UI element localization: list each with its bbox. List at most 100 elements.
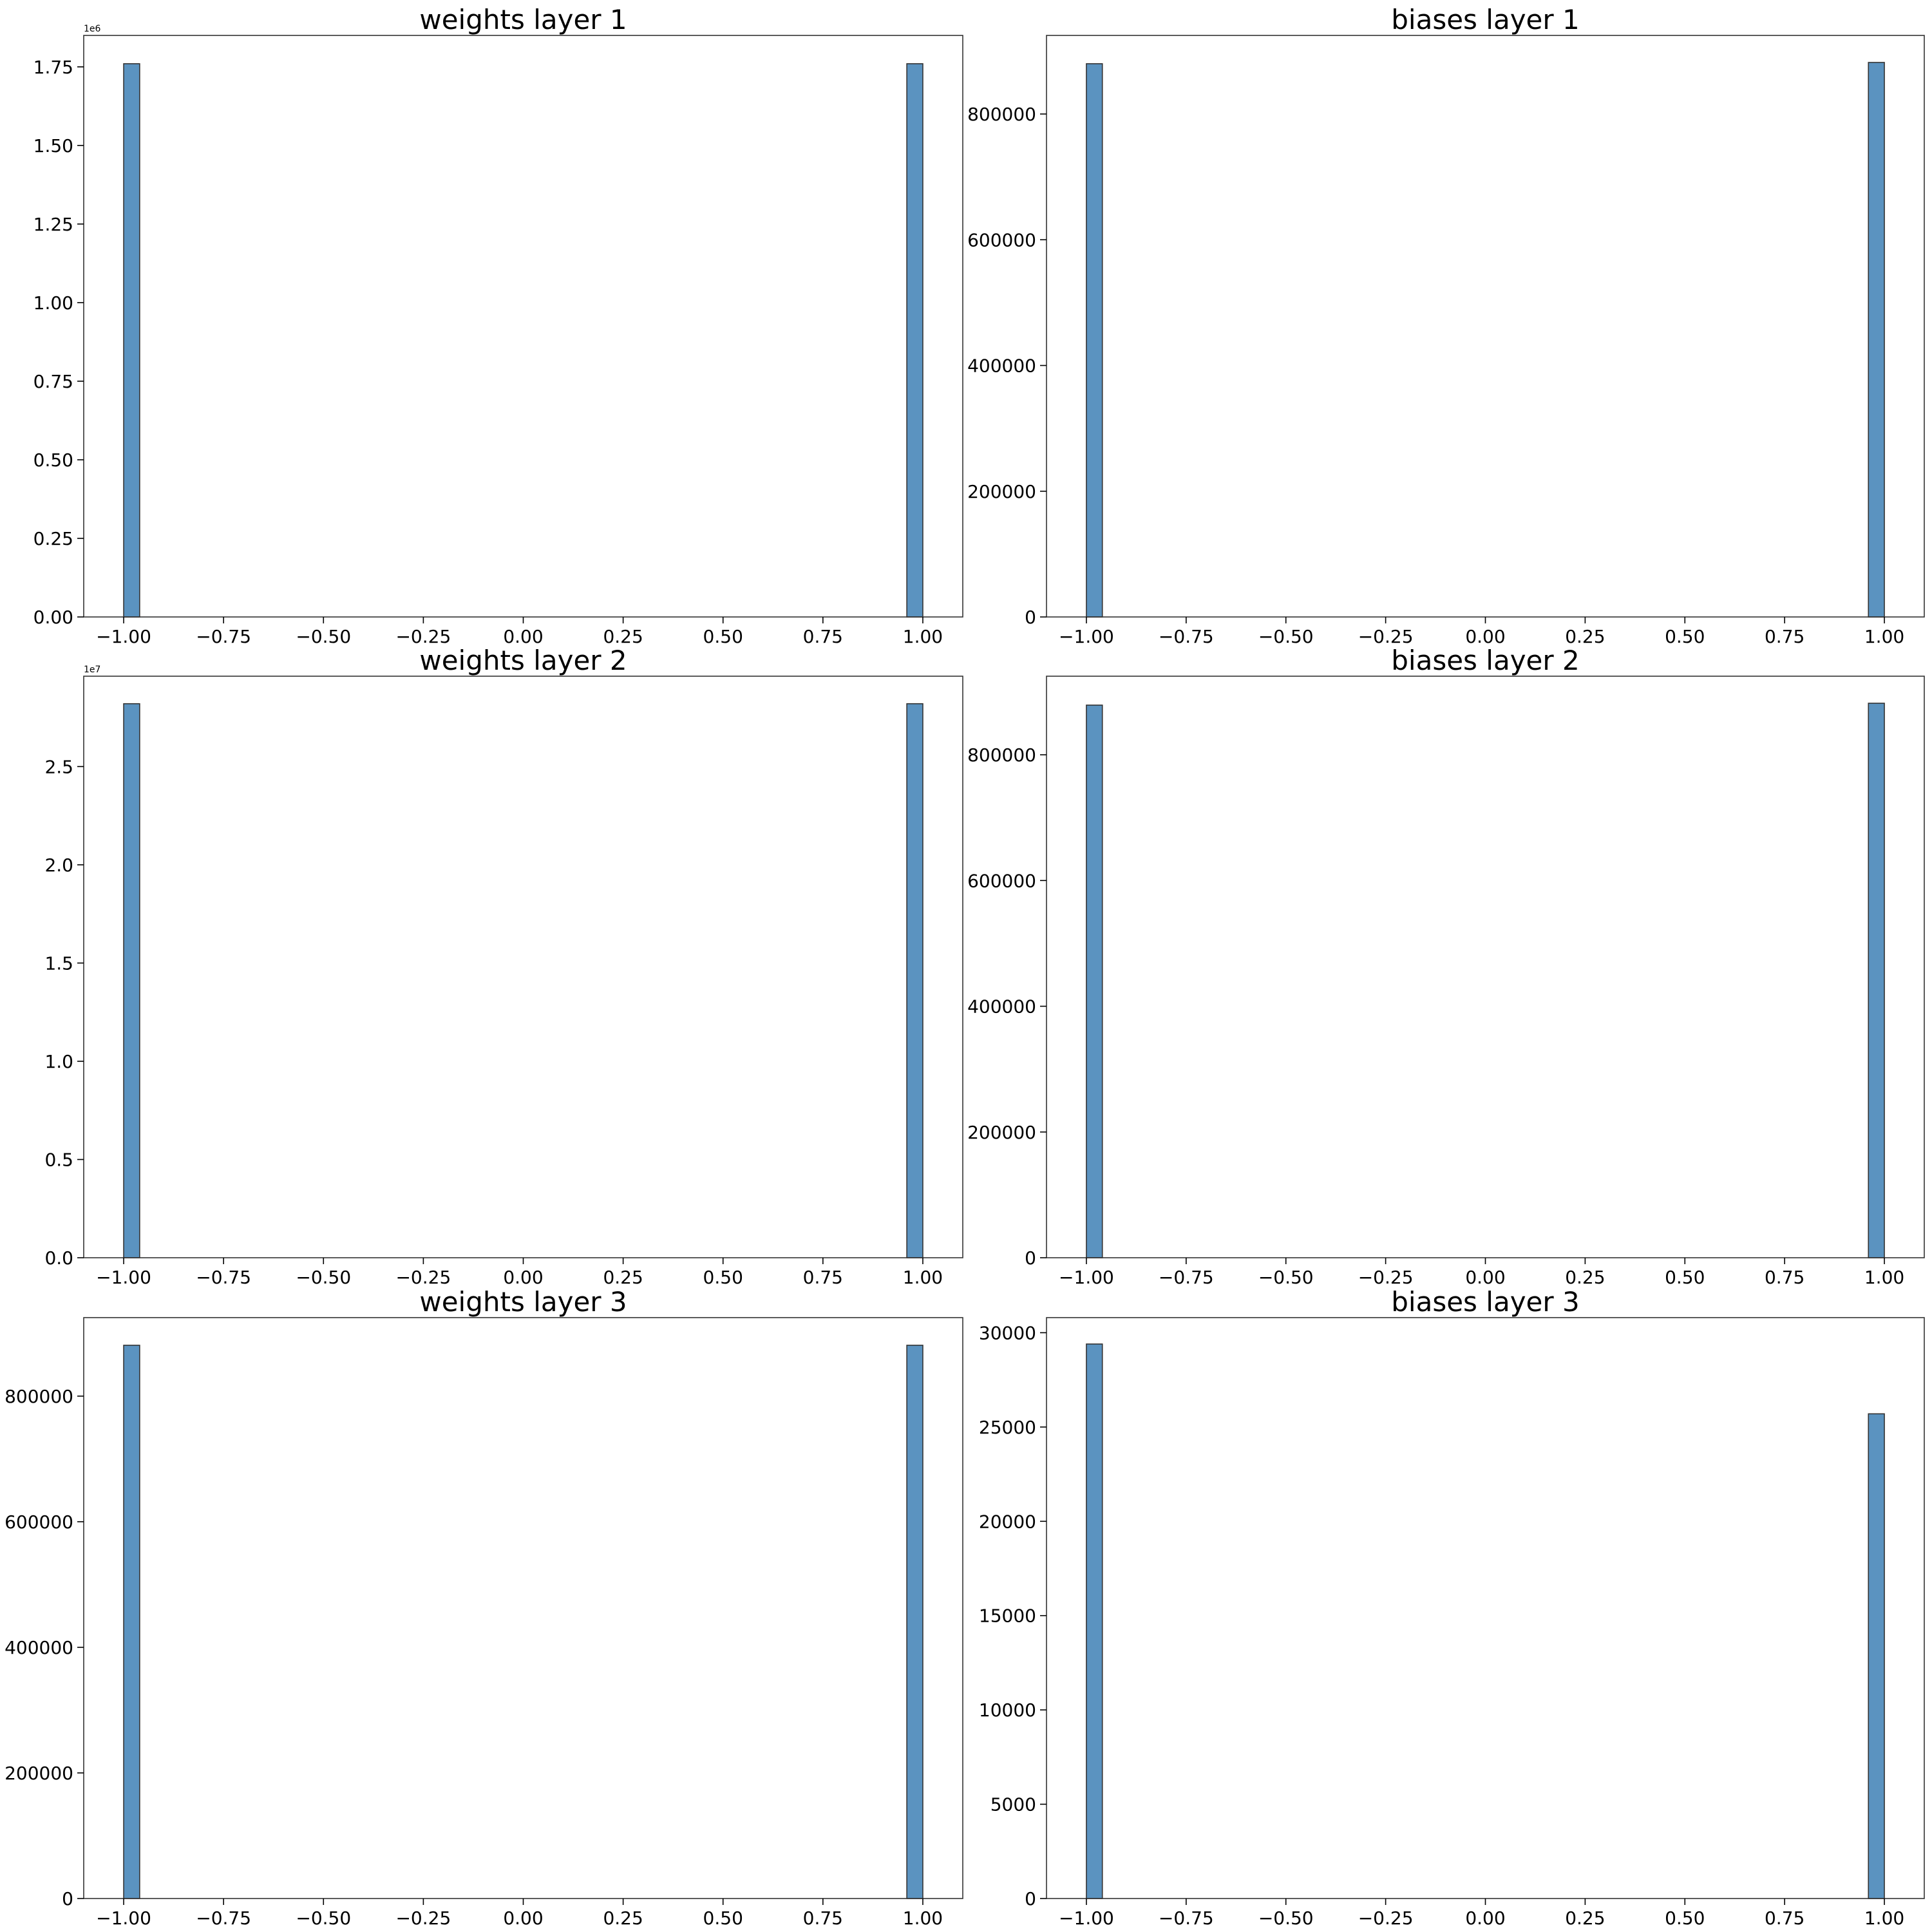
x-tick-label: 0.00: [1465, 1267, 1505, 1288]
x-tick-label: −0.75: [1159, 1908, 1214, 1929]
x-tick-label: −0.50: [1258, 1908, 1314, 1929]
y-tick-label: 0.5: [44, 1149, 73, 1170]
subplot-3: weights layer 2 −1.00 −0.75 −0.50 −0.25 0.00 0…: [44, 645, 963, 1288]
y-tick-label: 0.75: [33, 371, 73, 392]
y-tick-label: 400000: [967, 996, 1036, 1018]
x-tick-label: 0.50: [1665, 626, 1705, 647]
plot-frame: [1046, 1317, 1925, 1899]
x-tick-label: −0.50: [1258, 1267, 1314, 1288]
histogram-bar: [1086, 63, 1103, 618]
y-tick-label: 0.50: [33, 450, 73, 471]
x-tick-label: −1.00: [96, 626, 151, 647]
y-tick-label: 20000: [979, 1511, 1036, 1532]
x-tick-label: 0.00: [1465, 626, 1505, 647]
x-tick-label: −0.25: [395, 1908, 451, 1929]
x-tick-label: 0.75: [1765, 1908, 1804, 1929]
y-tick-label: 0: [62, 1888, 73, 1909]
plot-frame: [83, 1317, 963, 1899]
histogram-bar: [123, 703, 140, 1258]
x-tick-label: 0.50: [703, 626, 743, 647]
x-tick-label: −0.50: [296, 1908, 351, 1929]
plot-frame: [1046, 35, 1925, 618]
y-tick-label: 0: [1025, 607, 1036, 628]
histogram-bar: [1868, 703, 1885, 1258]
y-tick-label: 0.0: [44, 1247, 73, 1269]
x-tick-label: −1.00: [1059, 626, 1114, 647]
y-tick-label: 1.00: [33, 292, 73, 314]
y-tick-label: 1.50: [33, 135, 73, 156]
subplot-title: weights layer 3: [419, 1286, 627, 1318]
x-tick-label: 1.00: [1864, 626, 1904, 647]
histogram-bar: [1868, 1413, 1885, 1899]
subplot-6: biases layer 3 −1.00 −0.75 −0.50 −0.25 0.00 0.…: [979, 1286, 1925, 1929]
x-tick-label: −0.50: [296, 1267, 351, 1288]
x-tick-label: −0.75: [1159, 1267, 1214, 1288]
y-tick-label: 15000: [979, 1605, 1036, 1627]
x-tick-label: 1.00: [903, 626, 943, 647]
y-tick-label: 0: [1025, 1247, 1036, 1269]
subplot-5: weights layer 3 −1.00 −0.75 −0.50 −0.25 0.00 0…: [5, 1286, 963, 1929]
x-tick-label: 0.25: [1565, 1908, 1605, 1929]
histogram-bar: [906, 63, 923, 618]
x-tick-label: −0.25: [1358, 626, 1414, 647]
histogram-bar: [1086, 705, 1103, 1258]
y-tick-label: 2.0: [44, 855, 73, 876]
x-tick-label: −0.75: [1159, 626, 1214, 647]
y-tick-label: 400000: [5, 1637, 73, 1658]
y-tick-label: 800000: [967, 104, 1036, 125]
x-tick-label: 1.00: [1864, 1267, 1904, 1288]
y-tick-label: 0.00: [33, 607, 73, 628]
x-tick-label: −1.00: [96, 1908, 151, 1929]
y-tick-label: 400000: [967, 355, 1036, 377]
x-tick-label: 0.25: [1565, 1267, 1605, 1288]
x-tick-label: −0.75: [196, 1267, 251, 1288]
x-tick-label: −0.75: [196, 1908, 251, 1929]
x-tick-label: 1.00: [903, 1908, 943, 1929]
y-tick-label: 0.25: [33, 528, 73, 549]
x-tick-label: 0.25: [603, 1908, 643, 1929]
x-tick-label: 0.75: [803, 1267, 843, 1288]
x-tick-label: 0.25: [1565, 626, 1605, 647]
y-tick-label: 1.0: [44, 1051, 73, 1072]
x-tick-label: 0.25: [603, 1267, 643, 1288]
subplot-1: weights layer 1 −1.00 −0.75 −0.50 −0.25 0.00 0…: [33, 4, 963, 647]
y-tick-label: 1.75: [33, 57, 73, 78]
y-tick-label: 30000: [979, 1322, 1036, 1343]
histogram-bar: [1086, 1343, 1103, 1899]
x-tick-label: 0.75: [803, 626, 843, 647]
y-tick-label: 5000: [990, 1794, 1036, 1815]
y-tick-label: 2.5: [44, 756, 73, 777]
y-tick-label: 10000: [979, 1700, 1036, 1721]
x-tick-label: 0.00: [503, 626, 543, 647]
x-tick-label: 0.50: [1665, 1908, 1705, 1929]
x-tick-label: 0.75: [1765, 626, 1804, 647]
x-tick-label: −0.75: [196, 626, 251, 647]
y-tick-label: 1.25: [33, 214, 73, 235]
x-tick-label: 1.00: [903, 1267, 943, 1288]
subplot-title: biases layer 2: [1391, 645, 1579, 676]
x-tick-label: 1.00: [1864, 1908, 1904, 1929]
x-tick-label: 0.00: [1465, 1908, 1505, 1929]
subplot-4: biases layer 2 −1.00 −0.75 −0.50 −0.25 0.00 0.…: [967, 645, 1925, 1288]
histogram-bar: [906, 1345, 923, 1899]
y-tick-label: 25000: [979, 1417, 1036, 1438]
y-tick-label: 800000: [5, 1386, 73, 1407]
x-tick-label: −1.00: [96, 1267, 151, 1288]
y-tick-label: 800000: [967, 744, 1036, 766]
plot-frame: [83, 676, 963, 1258]
x-tick-label: 0.75: [803, 1908, 843, 1929]
x-tick-label: 0.00: [503, 1267, 543, 1288]
plot-frame: [83, 35, 963, 618]
subplot-title: weights layer 2: [419, 645, 627, 676]
x-tick-label: −0.25: [1358, 1908, 1414, 1929]
x-tick-label: −1.00: [1059, 1908, 1114, 1929]
histogram-bar: [123, 63, 140, 618]
y-tick-label: 200000: [967, 1122, 1036, 1143]
x-tick-label: 0.50: [703, 1267, 743, 1288]
subplot-title: biases layer 3: [1391, 1286, 1579, 1318]
subplot-title: biases layer 1: [1391, 4, 1579, 35]
x-tick-label: 0.75: [1765, 1267, 1804, 1288]
histogram-bar: [1868, 62, 1885, 618]
subplot-2: biases layer 1 −1.00 −0.75 −0.50 −0.25 0.00 0.…: [967, 4, 1925, 647]
histogram-bar: [906, 703, 923, 1258]
